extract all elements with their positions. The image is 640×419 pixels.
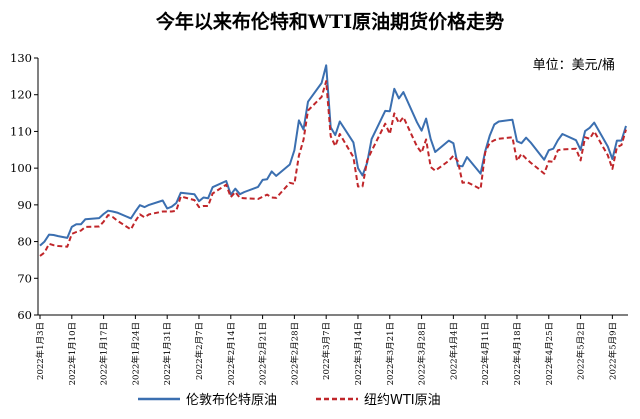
x-tick-label: 2022年2月21日 [258, 322, 269, 385]
series-line-brent [39, 64, 627, 247]
y-tick-label: 70 [17, 271, 32, 285]
x-tick-label: 2022年1月24日 [130, 322, 141, 385]
unit-label: 单位：美元/桶 [533, 58, 615, 73]
y-tick-label: 100 [10, 161, 32, 175]
y-tick-label: 90 [17, 198, 32, 212]
y-tick-label: 80 [17, 235, 32, 249]
y-tick-label: 130 [10, 51, 32, 65]
legend-label-brent: 伦敦布伦特原油 [186, 392, 277, 408]
x-tick-label: 2022年5月2日 [576, 322, 587, 380]
x-tick-label: 2022年2月28日 [289, 322, 300, 385]
series-lines [39, 64, 627, 257]
x-tick-label: 2022年3月7日 [321, 322, 332, 380]
x-tick-label: 2022年3月28日 [417, 322, 428, 385]
x-tick-label: 2022年4月18日 [512, 322, 523, 385]
y-tick-label: 60 [17, 308, 32, 322]
chart-title: 今年以来布伦特和WTI原油期货价格走势 [155, 10, 504, 33]
x-tick-label: 2022年2月14日 [226, 322, 237, 385]
y-tick-label: 120 [10, 88, 32, 102]
x-tick-label: 2022年4月25日 [544, 322, 555, 385]
y-tick-labels: 60 70 80 90 100 110 120 130 [10, 51, 32, 322]
x-tick-label: 2022年1月10日 [67, 322, 78, 385]
axes [34, 57, 628, 319]
x-tick-label: 2022年5月9日 [607, 322, 618, 380]
x-tick-label: 2022年3月21日 [385, 322, 396, 385]
legend-label-wti: 纽约WTI原油 [364, 393, 441, 408]
y-tick-label: 110 [10, 124, 32, 138]
x-tick-label: 2022年1月31日 [162, 322, 173, 385]
x-tick-label: 2022年4月11日 [480, 322, 491, 385]
x-tick-label: 2022年4月4日 [448, 322, 459, 380]
x-tick-label: 2022年2月7日 [194, 322, 205, 380]
series-line-wti [39, 80, 627, 257]
x-tick-label: 2022年1月3日 [35, 322, 46, 380]
x-tick-label: 2022年3月14日 [353, 322, 364, 385]
x-tick-label: 2022年1月17日 [99, 322, 110, 385]
legend: 伦敦布伦特原油 纽约WTI原油 [138, 392, 441, 408]
x-tick-labels: 2022年1月3日 2022年1月10日 2022年1月17日 2022年1月24日 2… [35, 322, 618, 385]
